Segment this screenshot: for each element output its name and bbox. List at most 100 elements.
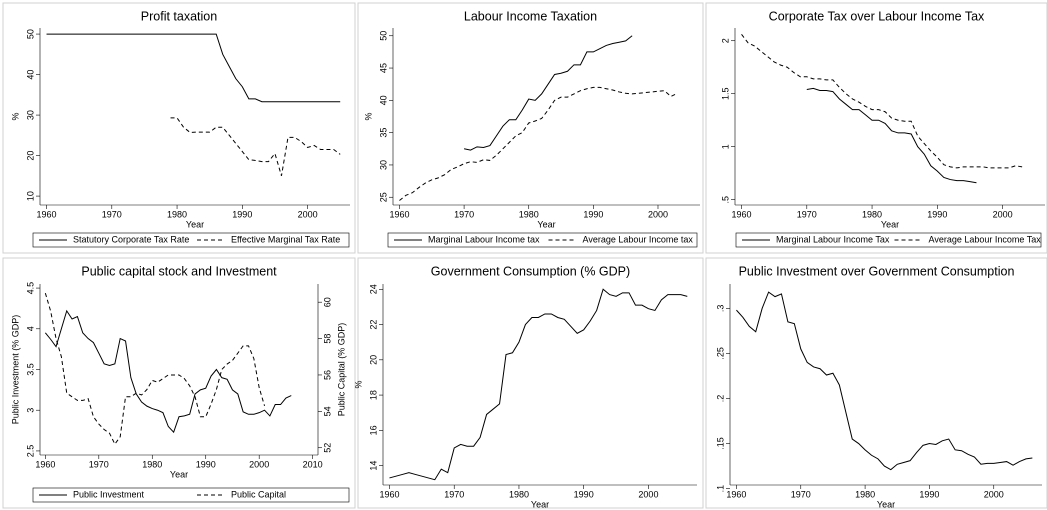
y-tick-label: 24 — [368, 284, 378, 294]
y2-tick-label: 60 — [322, 297, 332, 307]
y-tick-label: .25 — [715, 347, 725, 360]
series-line — [736, 291, 1033, 471]
x-tick-label: 1980 — [862, 209, 882, 219]
series-line — [399, 86, 678, 201]
x-tick-label: 1980 — [142, 459, 162, 469]
chart-title: Public capital stock and Investment — [81, 264, 277, 278]
legend-label: Effective Marginal Tax Rate — [231, 234, 340, 244]
x-tick-label: 2000 — [984, 489, 1004, 499]
x-tick-label: 2000 — [648, 209, 668, 219]
x-tick-label: 1980 — [519, 209, 539, 219]
x-axis-label: Year — [531, 499, 549, 509]
y-tick-label: 35 — [378, 128, 388, 138]
y-tick-label: 22 — [368, 320, 378, 330]
legend-label: Average Labour Income Tax — [929, 234, 1042, 244]
x-tick-label: 2000 — [993, 209, 1013, 219]
x-tick-label: 1980 — [167, 209, 187, 219]
chart-title: Public Investment over Government Consum… — [739, 264, 1015, 278]
chart-title: Profit taxation — [141, 9, 217, 23]
x-tick-label: 1960 — [37, 209, 57, 219]
y2-tick-label: 52 — [322, 443, 332, 453]
y-tick-label: 3.5 — [25, 363, 35, 376]
y-tick-label: 45 — [378, 63, 388, 73]
y2-tick-label: 56 — [322, 370, 332, 380]
x-tick-label: 1990 — [232, 209, 252, 219]
series-line — [44, 292, 266, 446]
y-tick-label: 20 — [25, 151, 35, 161]
y-tick-label: 20 — [368, 355, 378, 365]
y2-tick-label: 58 — [322, 334, 332, 344]
x-tick-label: 1970 — [454, 209, 474, 219]
panel-frame — [2, 2, 356, 254]
x-tick-label: 1970 — [791, 489, 811, 499]
x-tick-label: 2000 — [249, 459, 269, 469]
x-tick-label: 1980 — [509, 489, 529, 499]
x-axis-label: Year — [877, 499, 895, 509]
y-tick-label: 10 — [25, 191, 35, 201]
x-tick-label: 1960 — [389, 209, 409, 219]
chart-title: Government Consumption (% GDP) — [431, 264, 630, 278]
y-tick-label: 50 — [378, 31, 388, 41]
legend-label: Public Investment — [73, 489, 145, 499]
x-tick-label: 1970 — [89, 459, 109, 469]
legend-box — [735, 232, 1042, 248]
y-axis-label: % — [10, 112, 20, 120]
x-axis-label: Year — [186, 219, 204, 229]
y-tick-label: .3 — [715, 305, 725, 313]
panel-frame — [357, 257, 704, 509]
x-tick-label: 1990 — [583, 209, 603, 219]
y-tick-label: 1.5 — [720, 87, 730, 100]
y-tick-label: 40 — [25, 70, 35, 80]
y-axis-label: Public Investment (% GDP) — [10, 315, 20, 425]
x-tick-label: 2000 — [298, 209, 318, 219]
y-tick-label: 4 — [25, 326, 35, 331]
y2-axis-label: Public Capital (% GDP) — [336, 323, 346, 417]
x-tick-label: 2000 — [638, 489, 658, 499]
y2-tick-label: 54 — [322, 406, 332, 416]
x-axis-label: Year — [537, 219, 555, 229]
y-tick-label: 16 — [368, 425, 378, 435]
panel-frame — [705, 2, 1047, 254]
x-tick-label: 1990 — [927, 209, 947, 219]
x-tick-label: 1960 — [732, 209, 752, 219]
y-tick-label: 2.5 — [25, 445, 35, 458]
x-tick-label: 1960 — [379, 489, 399, 499]
panel-frame — [705, 257, 1047, 509]
chart-title: Labour Income Taxation — [464, 9, 597, 23]
panel-frame — [357, 2, 704, 254]
y-tick-label: 40 — [378, 95, 388, 105]
x-tick-label: 1990 — [196, 459, 216, 469]
y-axis-label: % — [353, 380, 363, 388]
legend-label: Average Labour Income tax — [583, 234, 694, 244]
x-tick-label: 1980 — [855, 489, 875, 499]
x-tick-label: 1970 — [444, 489, 464, 499]
legend-label: Public Capital — [231, 489, 286, 499]
y-tick-label: .15 — [715, 437, 725, 450]
x-tick-label: 2010 — [303, 459, 323, 469]
series-line — [46, 33, 341, 103]
legend-label: Marginal Labour Income tax — [428, 234, 540, 244]
series-line — [389, 288, 688, 481]
y-tick-label: 2 — [720, 38, 730, 43]
y-tick-label: 50 — [25, 29, 35, 39]
y-tick-label: 1 — [720, 144, 730, 149]
y-axis-label: % — [363, 112, 373, 120]
y-tick-label: 30 — [378, 160, 388, 170]
x-tick-label: 1970 — [797, 209, 817, 219]
series-line — [463, 35, 633, 151]
series-line — [741, 34, 1023, 169]
y-tick-label: 18 — [368, 390, 378, 400]
x-tick-label: 1960 — [726, 489, 746, 499]
x-axis-label: Year — [881, 219, 899, 229]
y-tick-label: .5 — [720, 196, 730, 204]
y-tick-label: 14 — [368, 461, 378, 471]
legend-label: Statutory Corporate Tax Rate — [73, 234, 189, 244]
x-tick-label: 1970 — [102, 209, 122, 219]
x-axis-label: Year — [170, 469, 188, 479]
y-tick-label: .2 — [715, 395, 725, 403]
y-tick-label: 4.5 — [25, 282, 35, 295]
y-tick-label: 30 — [25, 110, 35, 120]
panel-frame — [2, 257, 356, 509]
